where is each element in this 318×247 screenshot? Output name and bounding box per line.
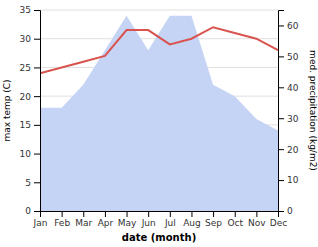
tick-mark	[34, 67, 40, 68]
tick-mark	[34, 211, 40, 212]
tick-label: 20	[287, 145, 299, 155]
tick-label: Jan	[33, 218, 48, 228]
plot-area: JanFebMarAprMayJunJulAugSepOctNovDec0510…	[20, 5, 299, 228]
tick-mark	[34, 182, 40, 183]
tick-mark	[278, 56, 284, 57]
tick: Oct	[227, 211, 243, 228]
tick-mark	[191, 211, 192, 217]
tick-label: 25	[20, 63, 31, 73]
tick-mark	[278, 149, 284, 150]
y-axis-title: max temp (C)	[2, 79, 12, 141]
tick: Aug	[183, 211, 201, 228]
tick: 0	[25, 206, 40, 216]
tick-mark	[213, 211, 214, 217]
tick-mark	[127, 211, 128, 217]
tick-mark	[278, 25, 284, 26]
tick-label: 60	[287, 21, 299, 31]
tick-label: Jun	[141, 218, 156, 228]
axis-line	[279, 11, 285, 212]
tick-label: Nov	[248, 218, 266, 228]
y2-axis-title: med. precipitation (kg/m2)	[308, 50, 318, 171]
tick-label: Apr	[98, 218, 114, 228]
y-axis: 0 5 10 15 20 25 30 35	[20, 5, 41, 216]
line	[40, 27, 278, 73]
tick: 25	[20, 63, 40, 73]
tick-label: 10	[20, 149, 32, 159]
tick-mark	[62, 211, 63, 217]
tick-label: Oct	[227, 218, 243, 228]
tick-mark	[34, 10, 40, 11]
chart: JanFebMarAprMayJunJulAugSepOctNovDec0510…	[0, 0, 318, 247]
tick: 20	[20, 92, 40, 102]
tick: 40	[278, 83, 299, 93]
tick-mark	[34, 154, 40, 155]
tick: Jun	[141, 211, 156, 228]
tick-label: 30	[20, 34, 32, 44]
tick: Nov	[248, 211, 266, 228]
tick-label: 10	[287, 175, 299, 185]
tick: Apr	[98, 211, 114, 228]
tick-mark	[278, 180, 284, 181]
tick-mark	[278, 211, 284, 212]
tick-label: May	[118, 218, 137, 228]
tick-label: Dec	[270, 218, 287, 228]
tick-mark	[148, 211, 149, 217]
tick-mark	[34, 125, 40, 126]
tick: Feb	[54, 211, 70, 228]
tick-label: 5	[25, 178, 31, 188]
tick-mark	[278, 87, 284, 88]
y2-axis: 0 10 20 30 40 50 60	[278, 11, 299, 217]
tick-label: Feb	[54, 218, 70, 228]
tick-label: 20	[20, 92, 32, 102]
tick-label: 40	[287, 83, 299, 93]
grid-line	[40, 10, 278, 11]
tick-label: 15	[20, 120, 31, 130]
grid	[40, 10, 278, 211]
tick: 15	[20, 120, 40, 130]
tick: 30	[20, 34, 40, 44]
tick-label: Aug	[183, 218, 201, 228]
tick: 20	[278, 145, 299, 155]
tick-mark	[256, 211, 257, 217]
tick: Jan	[33, 211, 48, 228]
tick-label: Mar	[75, 218, 92, 228]
tick-label: Sep	[205, 218, 222, 228]
tick-label: 35	[20, 5, 31, 15]
tick: 30	[278, 114, 299, 124]
tick: Sep	[205, 211, 222, 228]
tick: 0	[278, 206, 293, 216]
tick: 10	[278, 175, 299, 185]
tick-mark	[83, 211, 84, 217]
tick-mark	[235, 211, 236, 217]
tick: Mar	[75, 211, 92, 228]
tick: 50	[278, 52, 299, 62]
tick-mark	[170, 211, 171, 217]
tick-mark	[278, 118, 284, 119]
tick: May	[118, 211, 137, 228]
tick-mark	[105, 211, 106, 217]
axis-line	[41, 212, 279, 218]
tick-label: 50	[287, 52, 299, 62]
axis-line	[34, 11, 41, 212]
tick: Jul	[164, 211, 176, 228]
tick-mark	[34, 96, 40, 97]
marks	[40, 16, 278, 211]
area	[40, 16, 278, 211]
tick-label: 0	[25, 206, 31, 216]
x-axis-title: date (month)	[122, 232, 196, 243]
tick: 35	[20, 5, 40, 15]
tick-label: 30	[287, 114, 299, 124]
tick-label: 0	[287, 206, 293, 216]
tick: 5	[25, 178, 40, 188]
tick: Dec	[270, 211, 287, 228]
tick: 60	[278, 21, 299, 31]
tick-mark	[34, 39, 40, 40]
tick-label: Jul	[164, 218, 176, 228]
tick: 10	[20, 149, 40, 159]
x-axis: Jan Feb Mar Apr May Jun Jul Aug Sep Oct Nov Dec	[33, 211, 288, 228]
